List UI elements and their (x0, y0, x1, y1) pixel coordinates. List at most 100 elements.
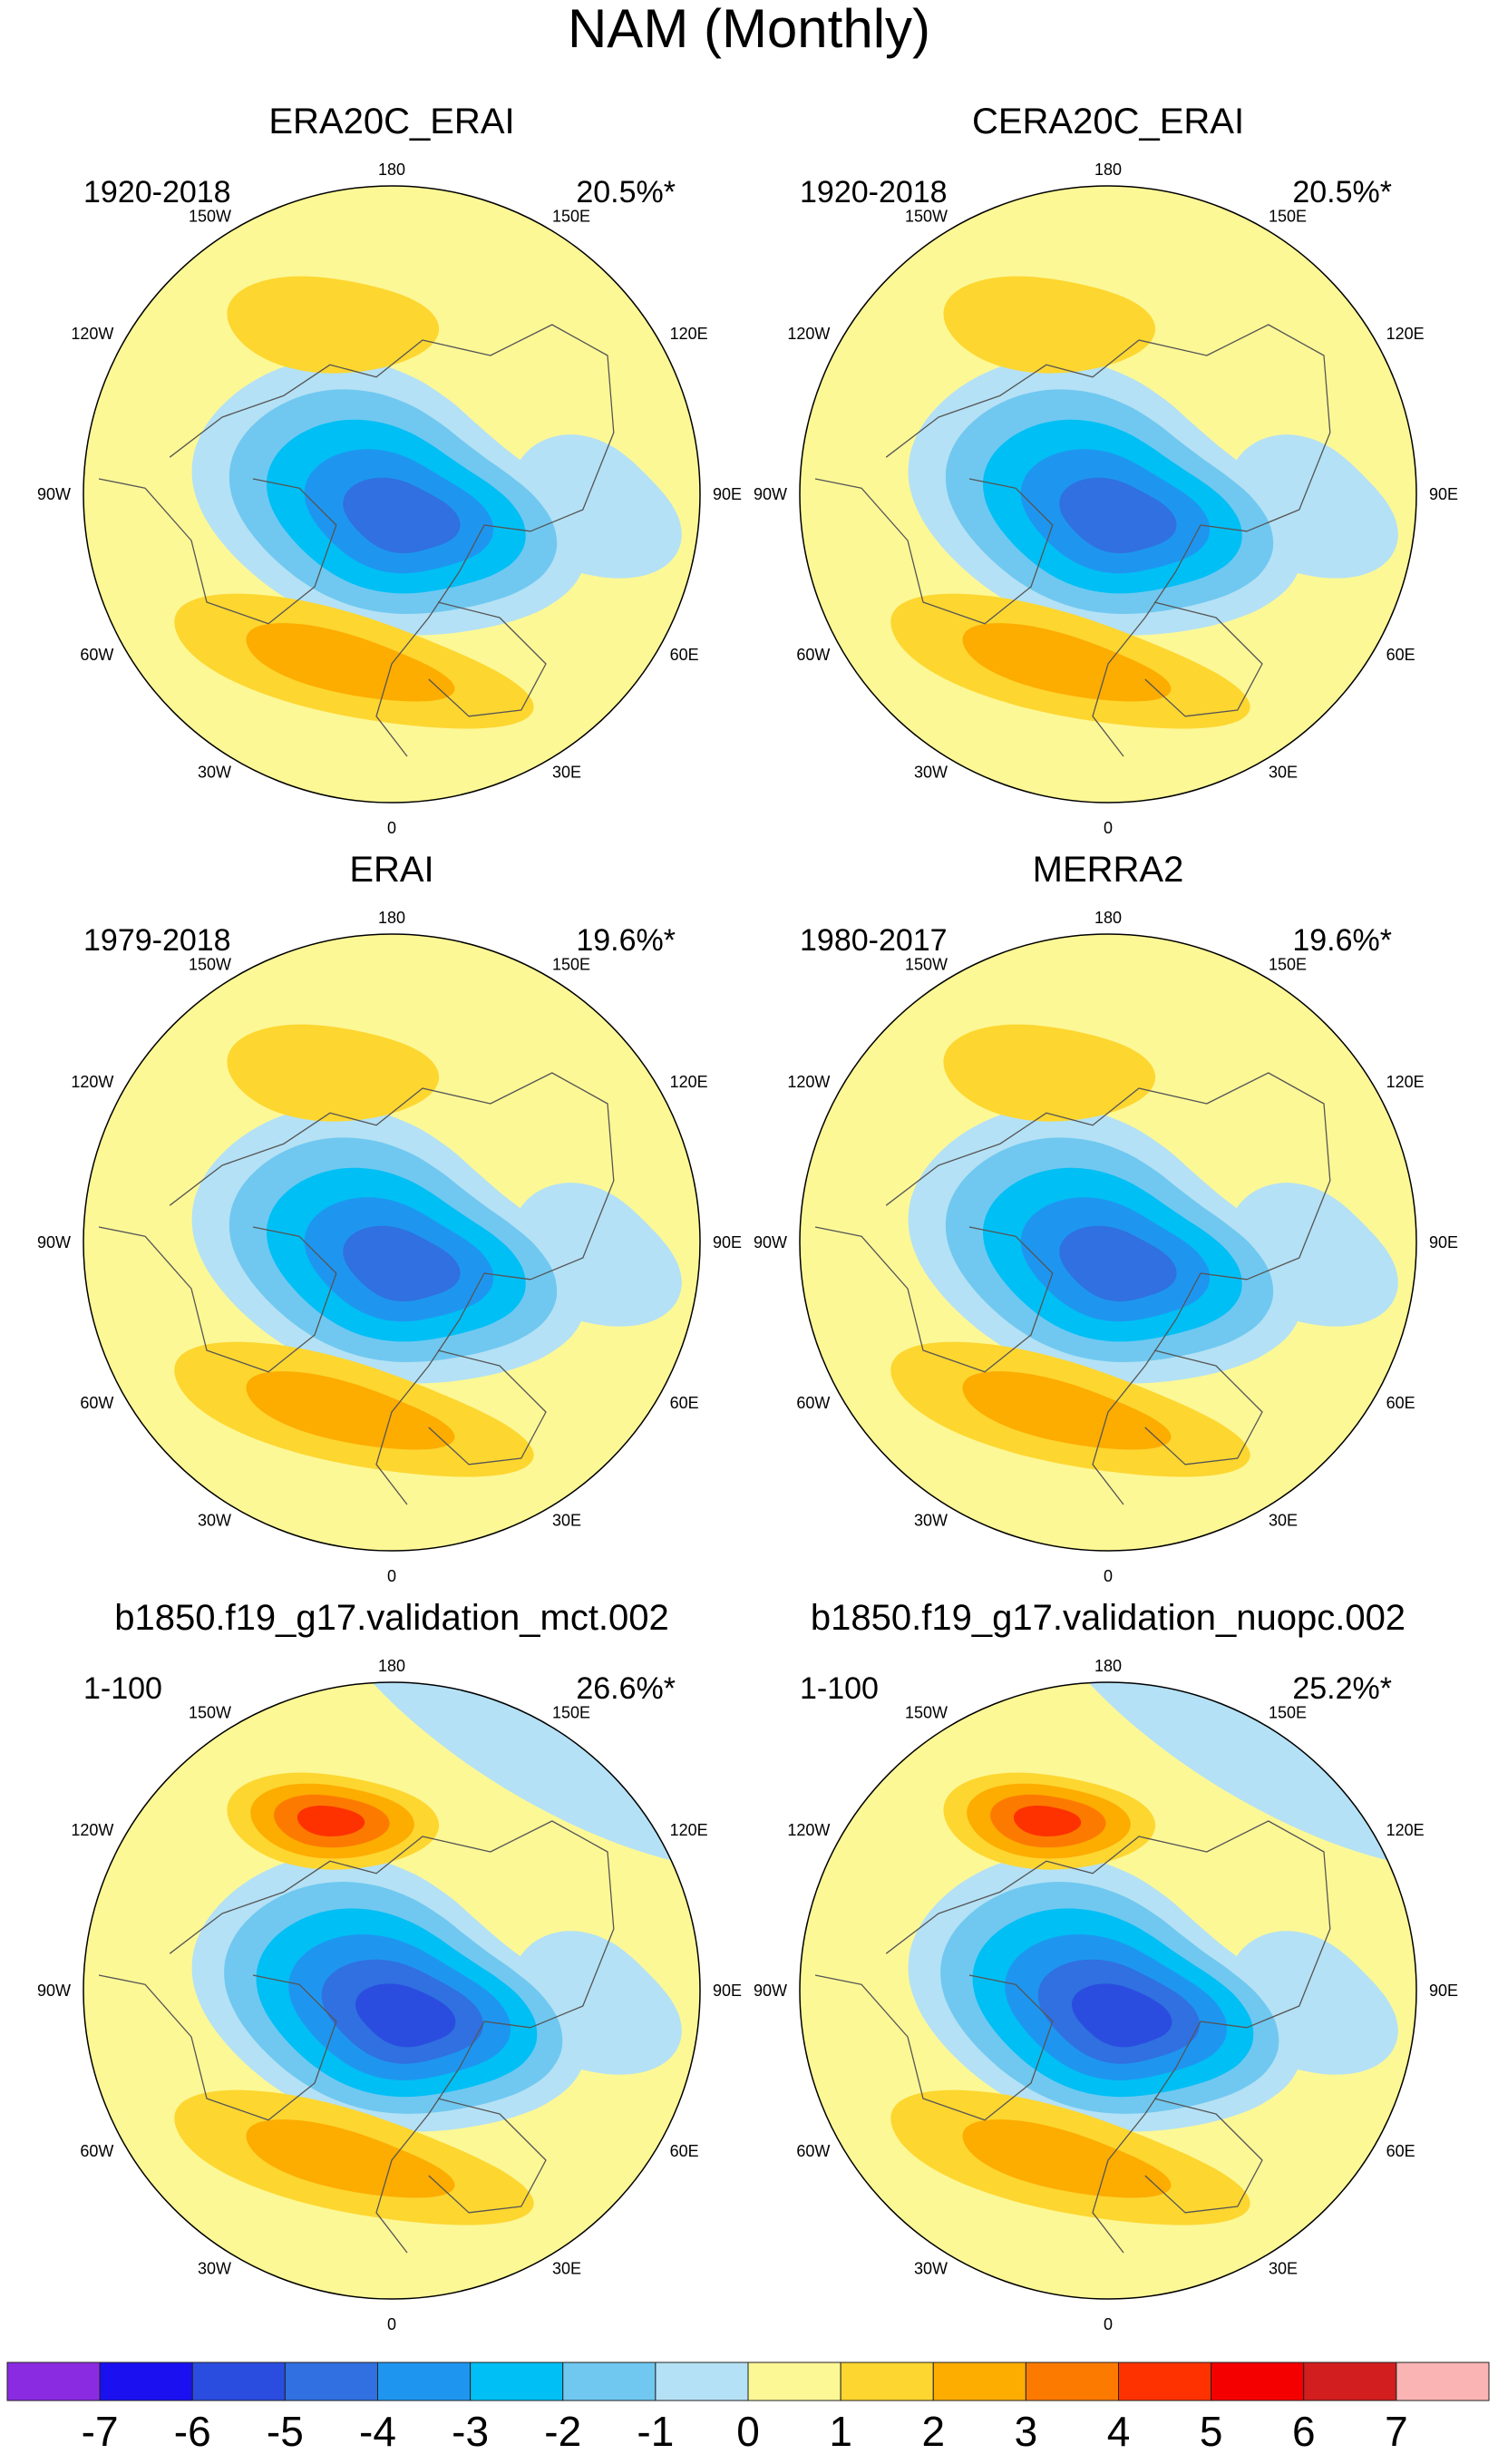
panel-title: ERA20C_ERAI (268, 102, 514, 141)
longitude-label: 60E (1386, 1394, 1415, 1412)
colorbar-swatch (747, 2362, 841, 2401)
contour-band (227, 276, 440, 374)
longitude-label: 30W (198, 1512, 231, 1530)
map-border (83, 1681, 701, 2300)
map-panel: b1850.f19_g17.validation_nuopc.002 1-100 2… (754, 1598, 1458, 2333)
longitude-label: 180 (1094, 1657, 1122, 1675)
coastline (98, 1974, 337, 2121)
coastline (1144, 1349, 1263, 1466)
longitude-label: 0 (1104, 819, 1113, 837)
longitude-label: 180 (1094, 909, 1122, 927)
longitude-label: 150E (552, 1703, 590, 1721)
longitude-label: 120E (1386, 325, 1425, 343)
contour-band (246, 1371, 455, 1450)
map-border (799, 185, 1417, 803)
colorbar-swatch (840, 2362, 934, 2401)
map-border (83, 933, 701, 1552)
colorbar-swatch (377, 2362, 472, 2401)
longitude-label: 90E (713, 1982, 742, 2000)
longitude-label: 60W (80, 646, 113, 664)
contour-field (83, 186, 700, 803)
coastline (98, 478, 337, 625)
longitude-label: 0 (387, 819, 396, 837)
longitude-label: 30W (914, 764, 948, 782)
colorbar-tick-label: 1 (829, 2408, 852, 2455)
panel-variance: 20.5%* (1292, 175, 1392, 209)
map-panel: MERRA2 1980-2017 19.6%* 180 150E 120E 90E 60E 30… (754, 850, 1458, 1585)
figure-title: NAM (Monthly) (568, 0, 930, 59)
panel-title: b1850.f19_g17.validation_mct.002 (114, 1598, 669, 1638)
colorbar-tick-label: 2 (921, 2408, 945, 2455)
contour-band (355, 1983, 456, 2048)
longitude-label: 60W (796, 1394, 830, 1412)
colorbar-tick-label: -2 (544, 2408, 581, 2455)
longitude-label: 60E (1386, 646, 1415, 664)
colorbar-swatch (470, 2362, 564, 2401)
contour-band (962, 623, 1172, 702)
colorbar-tick-label: 7 (1385, 2408, 1408, 2455)
longitude-label: 150W (189, 1703, 231, 1721)
coastline (428, 1349, 547, 1466)
colorbar-swatch (1211, 2362, 1305, 2401)
contour-band (1059, 477, 1177, 554)
longitude-label: 0 (387, 1567, 396, 1585)
longitude-label: 30E (552, 1512, 581, 1530)
longitude-label: 120W (71, 1821, 113, 1839)
longitude-label: 90W (37, 1982, 71, 2000)
colorbar-swatch (1118, 2362, 1212, 2401)
longitude-label: 60E (670, 2142, 699, 2160)
coastline (169, 324, 615, 757)
contour-band (297, 1806, 365, 1837)
panel-period: 1979-2018 (83, 923, 231, 958)
longitude-label: 90W (37, 485, 71, 503)
coastline (1144, 2098, 1263, 2214)
colorbar-swatch (284, 2362, 379, 2401)
contour-band (343, 477, 461, 554)
panel-variance: 19.6%* (576, 923, 676, 958)
colorbar-swatch (562, 2362, 657, 2401)
colorbar-swatch (191, 2362, 286, 2401)
colorbar-swatch (1025, 2362, 1120, 2401)
colorbar-swatch (655, 2362, 749, 2401)
longitude-label: 150W (905, 1703, 948, 1721)
longitude-label: 120E (670, 325, 708, 343)
colorbar-tick-label: 5 (1200, 2408, 1223, 2455)
panel-title: CERA20C_ERAI (972, 102, 1244, 141)
longitude-label: 150W (189, 207, 231, 225)
longitude-label: 60E (670, 646, 699, 664)
longitude-label: 120E (1386, 1821, 1425, 1839)
coastline (885, 1072, 1331, 1505)
coastline (885, 324, 1331, 757)
panel-title: ERAI (349, 850, 433, 890)
longitude-label: 90W (754, 485, 787, 503)
map-panel: b1850.f19_g17.validation_mct.002 1-100 26.… (37, 1598, 742, 2333)
colorbar-tick-label: 0 (736, 2408, 760, 2455)
colorbar-tick-label: -7 (82, 2408, 119, 2455)
contour-field (800, 1682, 1416, 2299)
contour-field (83, 934, 700, 1551)
contour-band (962, 1371, 1172, 1450)
longitude-label: 180 (378, 909, 405, 927)
longitude-label: 90W (37, 1233, 71, 1251)
contour-band (1072, 1983, 1172, 2048)
colorbar-tick-label: -4 (359, 2408, 396, 2455)
longitude-label: 30E (1269, 1512, 1298, 1530)
longitude-label: 150W (905, 955, 948, 973)
coastline (428, 601, 547, 717)
panel-period: 1-100 (800, 1671, 879, 1706)
panel-period: 1-100 (83, 1671, 162, 1706)
longitude-label: 90W (754, 1233, 787, 1251)
panel-variance: 19.6%* (1292, 923, 1392, 958)
longitude-label: 120E (670, 1073, 708, 1091)
longitude-label: 120W (787, 1073, 830, 1091)
longitude-label: 0 (1104, 2315, 1113, 2333)
contour-band (943, 1024, 1156, 1122)
contour-field (800, 186, 1416, 803)
longitude-label: 120W (71, 325, 113, 343)
map-border (799, 933, 1417, 1552)
longitude-label: 90E (713, 485, 742, 503)
longitude-label: 30W (914, 2260, 948, 2278)
coastline (169, 1072, 615, 1505)
coastline (428, 2098, 547, 2214)
